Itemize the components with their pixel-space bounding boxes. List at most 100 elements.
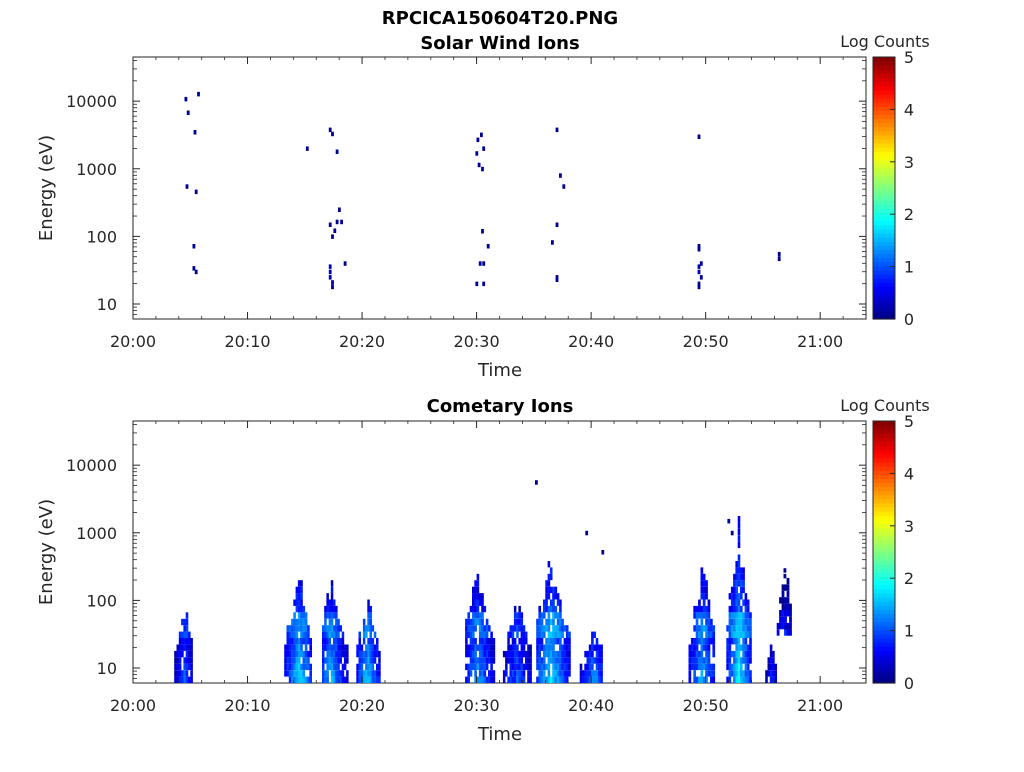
cometary-cell bbox=[467, 670, 470, 677]
cometary-cell bbox=[538, 605, 541, 613]
figure-title: RPCICA150604T20.PNG bbox=[382, 8, 618, 29]
cometary-cell bbox=[536, 618, 539, 626]
cometary-cell bbox=[737, 625, 741, 632]
cometary-cell bbox=[300, 663, 303, 671]
cometary-cell bbox=[362, 631, 366, 638]
cometary-cell bbox=[291, 657, 294, 664]
cometary-cell bbox=[297, 657, 301, 664]
cometary-cell bbox=[362, 625, 366, 632]
cometary-cell bbox=[698, 650, 701, 658]
cometary-cell bbox=[295, 670, 299, 677]
cometary-cell bbox=[181, 670, 184, 677]
cometary-cell bbox=[540, 638, 544, 645]
cometary-cell bbox=[552, 605, 555, 613]
cometary-cell bbox=[559, 644, 562, 651]
cometary-cell bbox=[511, 676, 515, 683]
cometary-cell bbox=[774, 676, 777, 683]
cometary-cell bbox=[728, 663, 732, 671]
cometary-cell bbox=[302, 605, 306, 613]
cometary-cell bbox=[538, 625, 541, 632]
cometary-cell bbox=[769, 670, 773, 677]
cometary-cell bbox=[547, 663, 551, 671]
cometary-cell bbox=[176, 676, 180, 683]
solar-wind-colorbar-tick-label: 3 bbox=[904, 153, 914, 172]
cometary-cell bbox=[563, 676, 567, 683]
cometary-cell bbox=[746, 657, 750, 664]
cometary-cell bbox=[309, 670, 312, 677]
cometary-cell bbox=[304, 650, 308, 658]
cometary-cell bbox=[326, 644, 329, 651]
solar-wind-colorbar-step bbox=[873, 233, 895, 238]
cometary-cell bbox=[288, 650, 292, 658]
cometary-cell bbox=[690, 638, 694, 645]
cometary-cell bbox=[705, 657, 708, 664]
cometary-cell bbox=[373, 650, 377, 658]
cometary-cell bbox=[529, 650, 532, 658]
solar-wind-colorbar-step bbox=[873, 216, 895, 222]
cometary-cell bbox=[376, 644, 379, 651]
cometary-cell bbox=[472, 657, 475, 664]
cometary-cell bbox=[695, 644, 699, 651]
cometary-cell bbox=[481, 593, 484, 600]
cometary-cell bbox=[333, 663, 336, 671]
cometary-cell bbox=[710, 670, 713, 677]
cometary-cell bbox=[552, 625, 555, 632]
cometary-cell bbox=[740, 676, 743, 683]
cometary-cell bbox=[536, 644, 539, 651]
cometary-cell bbox=[584, 650, 587, 658]
solar-wind-cell bbox=[328, 269, 332, 275]
cometary-cell bbox=[520, 663, 524, 671]
cometary-cell bbox=[552, 612, 555, 619]
cometary-cell bbox=[469, 657, 473, 664]
cometary-cell bbox=[304, 657, 308, 664]
cometary-cell bbox=[707, 644, 711, 651]
cometary-cell bbox=[586, 670, 590, 677]
solar-wind-colorbar-step bbox=[873, 85, 895, 91]
cometary-cell bbox=[474, 676, 477, 683]
cometary-cell bbox=[538, 631, 541, 638]
cometary-cell bbox=[376, 676, 379, 683]
cometary-cell bbox=[698, 638, 701, 645]
cometary-cell bbox=[485, 657, 489, 664]
cometary-cell bbox=[744, 599, 748, 606]
cometary-cell bbox=[518, 625, 521, 632]
cometary-cell bbox=[297, 638, 301, 645]
cometary-cell bbox=[284, 644, 287, 651]
cometary-cell bbox=[695, 618, 699, 626]
cometary-cell bbox=[595, 663, 599, 671]
cometary-cell bbox=[335, 644, 338, 651]
cometary-cell bbox=[185, 670, 189, 677]
cometary-cell bbox=[185, 638, 189, 645]
solar-wind-xtick-label: 20:40 bbox=[568, 332, 614, 351]
cometary-cell bbox=[307, 657, 310, 664]
cometary-cell bbox=[478, 631, 482, 638]
cometary-cell bbox=[509, 650, 512, 658]
cometary-cell bbox=[700, 670, 704, 677]
cometary-cell bbox=[335, 663, 338, 671]
cometary-cell bbox=[371, 676, 375, 683]
cometary-cell bbox=[341, 650, 345, 658]
cometary-cell bbox=[324, 670, 327, 677]
cometary-cell bbox=[478, 676, 482, 683]
cometary-cell bbox=[476, 612, 480, 619]
cometary-cell bbox=[326, 650, 329, 658]
cometary-cell bbox=[698, 663, 701, 671]
solar-wind-cell bbox=[482, 146, 486, 151]
cometary-cell bbox=[488, 644, 491, 651]
cometary-cell bbox=[291, 650, 294, 658]
cometary-cell bbox=[561, 631, 564, 638]
cometary-cell bbox=[513, 650, 517, 658]
cometary-cell bbox=[693, 676, 696, 683]
cometary-cell bbox=[511, 657, 515, 664]
cometary-cell bbox=[291, 644, 294, 651]
cometary-cell bbox=[554, 638, 558, 645]
cometary-cell bbox=[781, 590, 785, 598]
cometary-cell bbox=[286, 631, 290, 638]
cometary-cell bbox=[742, 644, 745, 651]
cometary-cell bbox=[333, 670, 336, 677]
cometary-cell bbox=[698, 625, 701, 632]
cometary-cell bbox=[740, 593, 743, 600]
cometary-cell bbox=[509, 657, 512, 664]
cometary-cell bbox=[726, 638, 729, 645]
solar-wind-colorbar-step bbox=[873, 171, 895, 177]
